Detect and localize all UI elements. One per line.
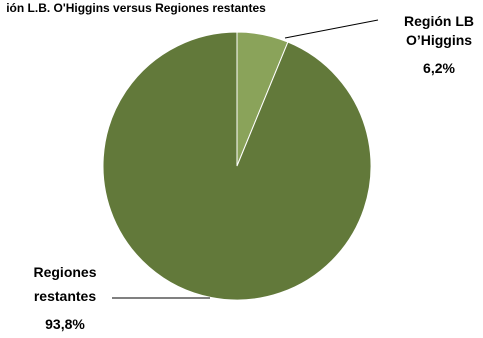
leader-lines xyxy=(112,19,379,299)
pie-slices xyxy=(102,31,372,301)
data-label-value-2: 93,8% xyxy=(45,316,85,332)
chart-title: ión L.B. O'Higgins versus Regiones resta… xyxy=(6,1,266,15)
slice-labels: Región LB O’Higgins 6,2% Regiones restantes 9… xyxy=(33,13,474,332)
data-label-category-2: restantes xyxy=(34,288,96,304)
pie-slice-2 xyxy=(102,31,372,301)
data-label-category-1: Región LB xyxy=(404,13,474,29)
leader-line-1 xyxy=(284,19,379,39)
data-label-category-2: Regiones xyxy=(33,264,96,280)
data-label-value-1: 6,2% xyxy=(423,60,455,76)
data-label-category-1: O’Higgins xyxy=(406,32,472,48)
